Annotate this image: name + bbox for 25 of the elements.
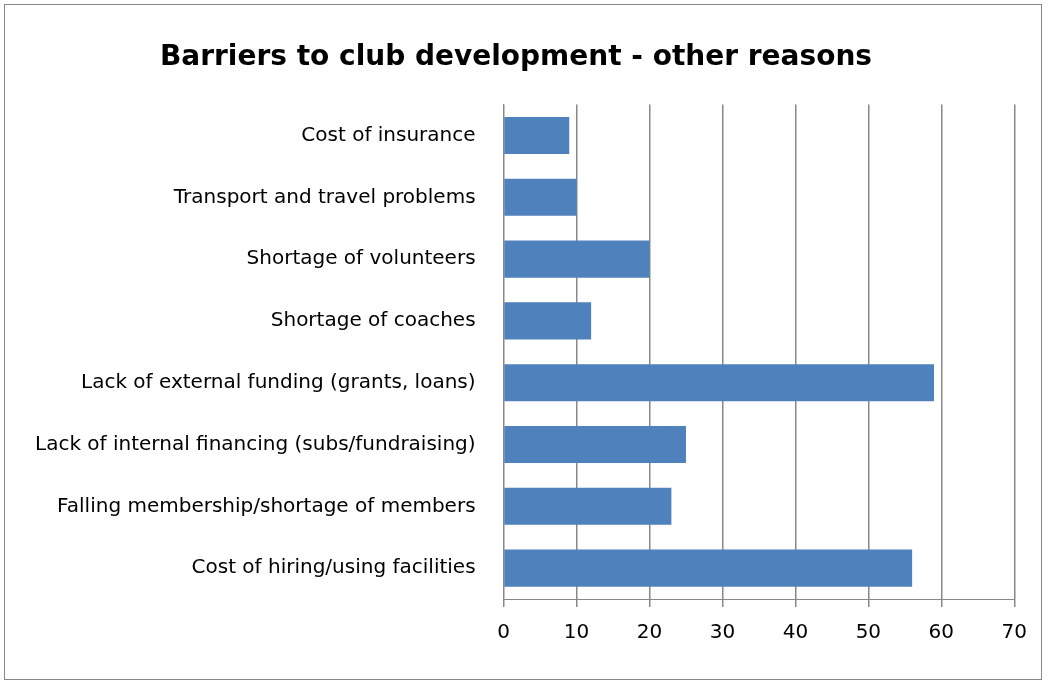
bar <box>504 302 592 340</box>
bar <box>504 549 913 587</box>
x-tick-label: 10 <box>563 619 590 644</box>
y-tick-label: Shortage of volunteers <box>246 245 476 270</box>
x-tick-label: 40 <box>782 619 809 644</box>
x-tick-label: 0 <box>497 619 510 644</box>
x-tick-label: 30 <box>709 619 736 644</box>
y-tick-label: Falling membership/shortage of members <box>57 492 476 517</box>
x-tick-label: 60 <box>928 619 955 644</box>
chart-title: Barriers to club development - other reasons <box>159 39 873 73</box>
y-tick-label: Cost of insurance <box>301 121 476 146</box>
y-tick-label: Lack of external funding (grants, loans) <box>81 368 476 393</box>
bar <box>504 116 570 155</box>
bar <box>504 178 577 216</box>
y-tick-label: Cost of hiring/using facilities <box>191 554 476 579</box>
bar <box>504 425 686 464</box>
y-tick-label: Lack of internal financing (subs/fundraising) <box>35 430 476 455</box>
bar <box>504 240 650 278</box>
x-tick-label: 50 <box>855 619 882 644</box>
x-tick-label: 20 <box>636 619 663 644</box>
bar <box>504 364 935 402</box>
y-tick-label: Transport and travel problems <box>172 183 476 208</box>
x-tick-label: 70 <box>1001 619 1027 644</box>
bar <box>504 487 672 525</box>
y-tick-label: Shortage of coaches <box>270 307 476 332</box>
